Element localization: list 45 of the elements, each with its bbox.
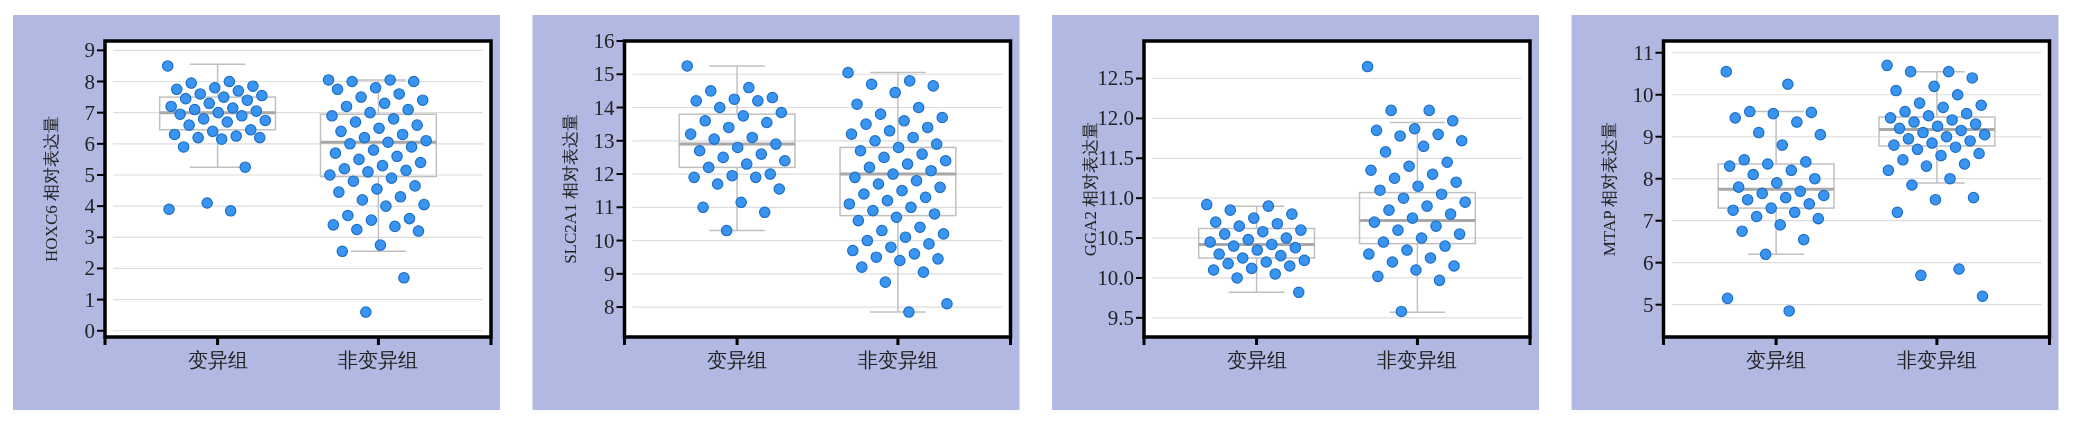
y-tick-label: 0 (84, 318, 95, 343)
y-tick-label: 12.0 (1097, 106, 1134, 131)
y-tick-label: 10.0 (1097, 265, 1134, 290)
y-tick-label: 11 (1633, 40, 1654, 65)
y-tick-label: 10 (1632, 82, 1654, 107)
y-tick-label: 5 (84, 162, 95, 187)
y-tick-label: 12.5 (1097, 66, 1134, 91)
y-tick-label: 10.5 (1097, 226, 1134, 251)
y-tick-label: 7 (1643, 208, 1654, 233)
y-tick-label: 12 (593, 162, 615, 187)
y-tick-label: 6 (84, 131, 95, 156)
x-tick-label: 非变异组 (857, 349, 938, 371)
y-tick-label: 9 (1643, 124, 1654, 149)
y-tick-label: 3 (84, 225, 95, 250)
x-tick-label: 变异组 (707, 349, 768, 371)
y-tick-label: 2 (84, 256, 95, 281)
y-tick-label: 14 (593, 95, 615, 120)
y-tick-label: 9.5 (1107, 305, 1134, 330)
y-tick-label: 6 (1643, 250, 1654, 275)
y-tick-label: 16 (593, 29, 615, 53)
x-tick-label: 非变异组 (1896, 349, 1977, 371)
y-tick-label: 8 (604, 295, 615, 320)
y-tick-label: 11.5 (1098, 146, 1134, 171)
y-axis-title: GGA2 相对表达量 (1080, 121, 1100, 257)
y-tick-label: 9 (84, 38, 95, 63)
y-tick-label: 7 (84, 100, 95, 125)
x-tick-label: 非变异组 (338, 349, 419, 371)
x-tick-label: 变异组 (187, 349, 248, 371)
y-tick-label: 8 (84, 69, 95, 94)
y-axis-title: HOXC6 相对表达量 (41, 116, 61, 262)
y-tick-label: 4 (84, 194, 96, 219)
y-tick-label: 8 (1643, 166, 1654, 191)
x-tick-label: 变异组 (1226, 349, 1287, 371)
y-axis-title: MTAP 相对表达量 (1600, 121, 1619, 257)
x-tick-label: 非变异组 (1377, 349, 1458, 371)
y-tick-label: 15 (593, 62, 615, 87)
y-tick-label: 5 (1643, 292, 1654, 317)
y-tick-label: 1 (84, 287, 95, 312)
y-tick-label: 11.0 (1098, 186, 1134, 211)
y-tick-label: 11 (594, 195, 615, 220)
y-tick-label: 9 (604, 261, 615, 286)
y-tick-label: 13 (593, 128, 615, 153)
y-tick-label: 10 (593, 228, 615, 253)
x-tick-label: 变异组 (1746, 349, 1807, 371)
y-axis-title: SLC2A1 相对表达量 (561, 114, 580, 264)
